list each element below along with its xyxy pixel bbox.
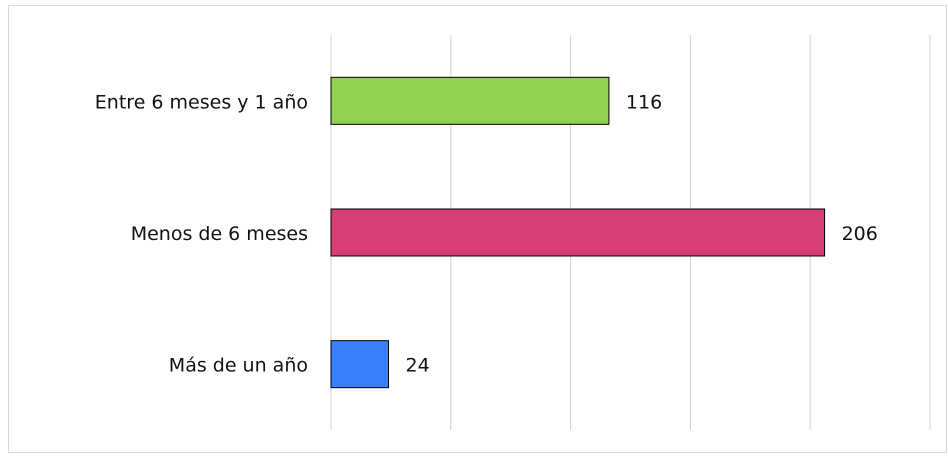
y-tick-label: Más de un año [169, 355, 308, 377]
y-tick-label: Menos de 6 meses [131, 223, 308, 245]
bar [330, 208, 826, 257]
y-tick-label: Entre 6 meses y 1 año [95, 91, 308, 113]
value-label: 24 [406, 355, 430, 377]
bar [330, 340, 390, 389]
value-label: 116 [626, 91, 662, 113]
value-label: 206 [842, 223, 878, 245]
bar [330, 76, 610, 125]
